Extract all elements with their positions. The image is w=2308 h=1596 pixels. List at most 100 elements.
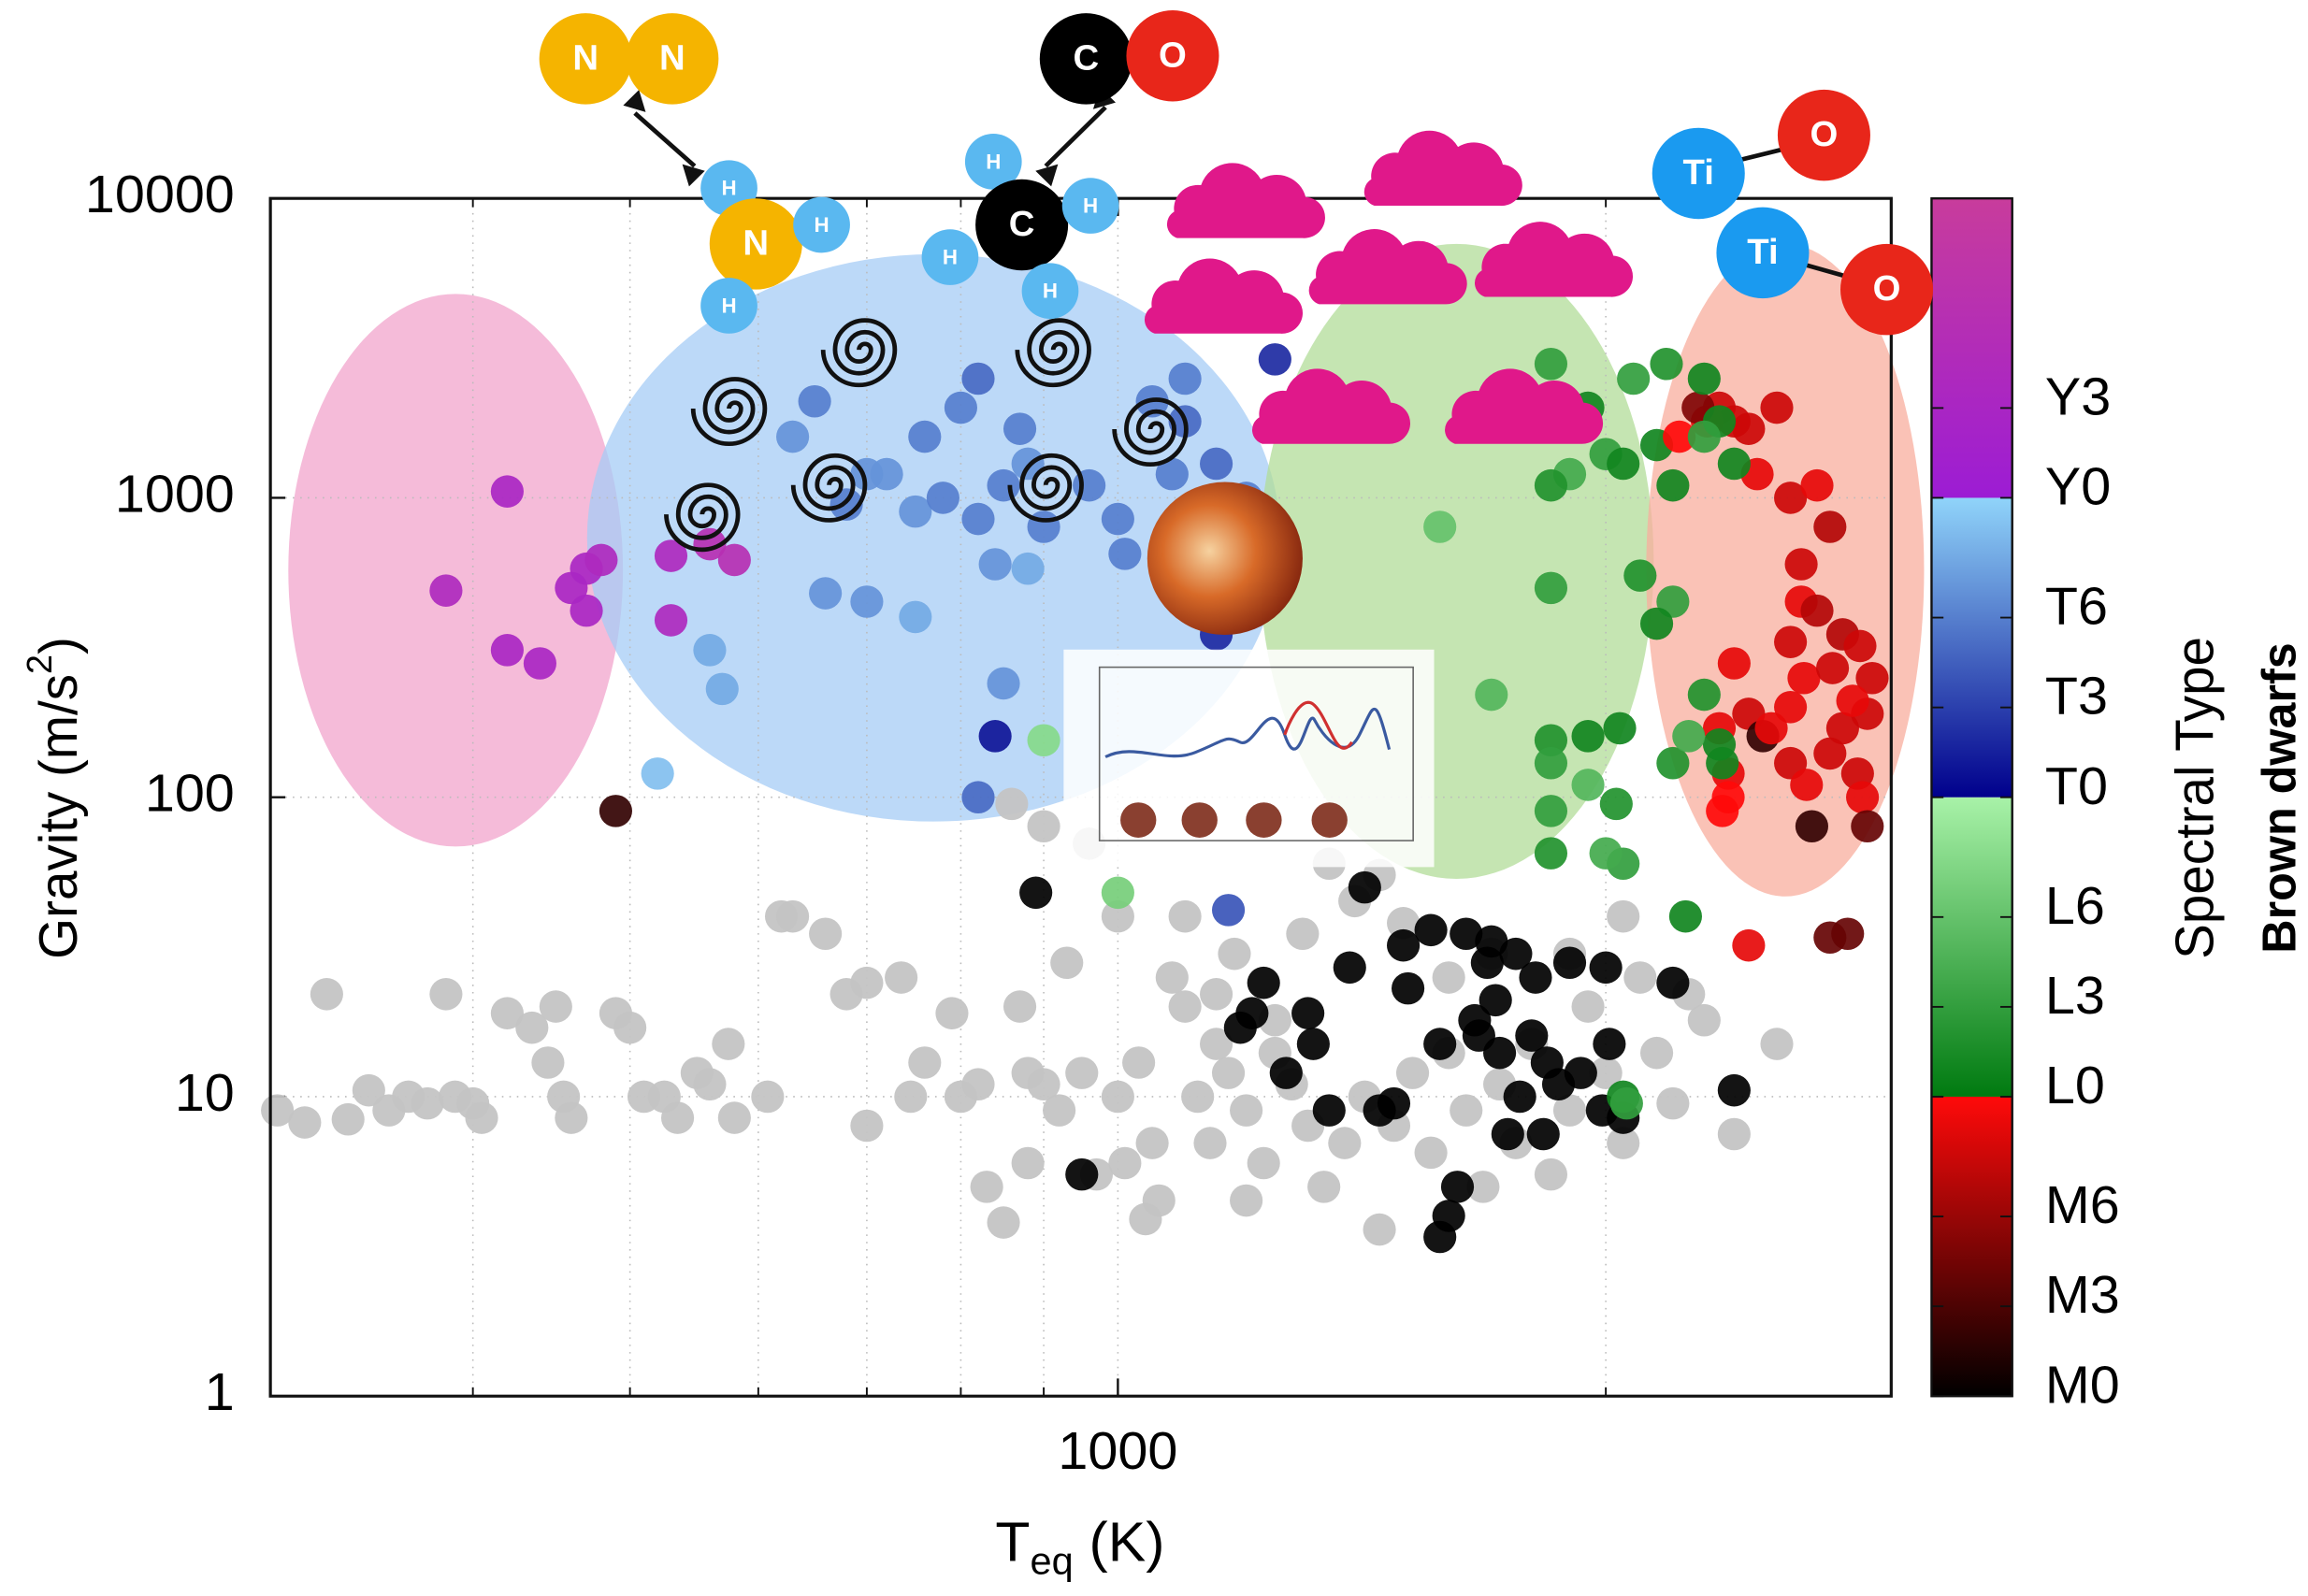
- brown-dwarf-point: [1535, 747, 1567, 780]
- exoplanet-point: [935, 997, 968, 1029]
- brown-dwarf-point: [1688, 679, 1721, 712]
- brown-dwarf-point: [1603, 712, 1636, 745]
- exoplanet-point: [1122, 1046, 1155, 1079]
- atom-label: C: [1009, 205, 1035, 244]
- x-axis-label-part: T: [995, 1510, 1030, 1573]
- atom-label: C: [1073, 39, 1099, 79]
- brown-dwarf-point: [1423, 1221, 1456, 1254]
- brown-dwarf-point: [979, 548, 1012, 581]
- y-tick-label: 100: [145, 764, 235, 823]
- cloud: [1145, 258, 1303, 333]
- brown-dwarf-point: [1475, 679, 1507, 712]
- exoplanet-point: [776, 900, 809, 933]
- brown-dwarf-point: [1571, 769, 1604, 801]
- y-tick-label: 10000: [85, 165, 235, 224]
- exoplanet-point: [751, 1081, 784, 1114]
- exoplanet-point: [1640, 1037, 1673, 1070]
- brown-dwarf-point: [491, 475, 524, 508]
- atom-label: H: [721, 294, 736, 317]
- exoplanet-point: [1396, 1057, 1429, 1089]
- brown-dwarf-point: [1535, 348, 1567, 381]
- cloud: [1364, 131, 1522, 206]
- exoplanet-point: [987, 1206, 1019, 1239]
- colorbar-tick-label: Y3: [2045, 367, 2111, 426]
- brown-dwarf-point: [1102, 503, 1134, 536]
- atom-label: O: [1810, 115, 1839, 154]
- brown-dwarf-point: [1732, 929, 1765, 962]
- brown-dwarf-point: [1590, 952, 1623, 985]
- brown-dwarf-point: [1200, 448, 1233, 481]
- brown-dwarf-point: [1760, 392, 1793, 424]
- exoplanet-point: [995, 788, 1028, 821]
- brown-dwarf-point: [961, 503, 994, 536]
- brown-dwarf-point: [1836, 684, 1868, 717]
- x-tick-label: 1000: [1058, 1421, 1177, 1480]
- brown-dwarf-point: [987, 668, 1019, 700]
- exoplanet-point: [961, 1068, 994, 1100]
- y-axis-label-part: ): [29, 637, 90, 654]
- colorbar-segment: [1931, 1097, 2012, 1396]
- brown-dwarf-point: [1706, 747, 1738, 780]
- brown-dwarf-point: [1593, 1028, 1625, 1060]
- brown-dwarf-point: [1012, 553, 1045, 585]
- atom-label: Ti: [1683, 153, 1714, 193]
- exoplanet-point: [1535, 1158, 1567, 1191]
- brown-dwarf-point: [1688, 363, 1721, 395]
- exoplanet-point: [613, 1012, 646, 1044]
- brown-dwarf-point: [1787, 662, 1820, 695]
- exoplanet-point: [1571, 990, 1604, 1023]
- exoplanet-point: [908, 1046, 941, 1079]
- brown-dwarf-point: [1519, 961, 1551, 994]
- brown-dwarf-point: [491, 634, 524, 667]
- exoplanet-point: [850, 967, 883, 999]
- brown-dwarf-point: [1607, 448, 1639, 481]
- brown-dwarf-point: [1650, 348, 1682, 381]
- exoplanet-point: [288, 1106, 321, 1139]
- brown-dwarf-point: [1423, 510, 1456, 543]
- exoplanet-point: [1129, 1203, 1161, 1236]
- exoplanet-point: [1718, 1118, 1751, 1151]
- exoplanet-point: [885, 961, 917, 994]
- brown-dwarf-point: [979, 720, 1012, 753]
- exoplanet-point: [1656, 1087, 1689, 1120]
- brown-dwarf-point: [1565, 1057, 1597, 1089]
- exoplanet-point: [1181, 1081, 1214, 1114]
- brown-dwarf-point: [1656, 747, 1689, 780]
- brown-dwarf-point: [1065, 1158, 1098, 1191]
- exoplanet-point: [1218, 938, 1250, 971]
- brown-dwarf-point: [945, 392, 977, 424]
- brown-dwarf-point: [1527, 1118, 1560, 1151]
- brown-dwarf-point: [1831, 917, 1864, 950]
- brown-dwarf-point: [1028, 724, 1060, 756]
- exoplanet-point: [531, 1046, 564, 1079]
- brown-dwarf-point: [1169, 363, 1202, 395]
- brown-dwarf-point: [1590, 837, 1623, 870]
- exoplanet-point: [465, 1101, 498, 1134]
- brown-dwarf-point: [1363, 1094, 1395, 1127]
- atom-label: N: [572, 39, 599, 79]
- exoplanet-point: [310, 978, 343, 1011]
- brown-dwarf-point: [899, 601, 931, 634]
- brown-dwarf-point: [1102, 877, 1134, 910]
- cloud: [1309, 229, 1467, 304]
- exoplanet-point: [411, 1087, 444, 1120]
- exoplanet-point: [1286, 917, 1319, 950]
- atom-label: H: [986, 150, 1001, 173]
- exoplanet-point: [1108, 1147, 1141, 1180]
- brown-dwarf-point: [584, 544, 617, 577]
- page: 1101001000100001000M0M3M6L0L3L6T0T3T6Y0Y…: [0, 0, 2308, 1596]
- brown-dwarf-point: [1610, 1087, 1643, 1120]
- brown-dwarf-point: [1623, 559, 1656, 592]
- brown-dwarf-point: [706, 673, 739, 706]
- brown-dwarf-point: [1313, 1094, 1346, 1127]
- atom-label: O: [1159, 36, 1187, 76]
- x-axis-label-sub: eq: [1030, 1540, 1073, 1583]
- brown-dwarf-point: [1212, 894, 1245, 927]
- brown-dwarf-point: [1108, 538, 1141, 570]
- brown-dwarf-point: [1846, 781, 1879, 813]
- exoplanet-point: [1200, 978, 1233, 1011]
- brown-dwarf-point: [1732, 412, 1765, 445]
- brown-dwarf-point: [1248, 967, 1280, 999]
- brown-dwarf-point: [1270, 1057, 1303, 1089]
- exoplanet-point: [1136, 1127, 1169, 1159]
